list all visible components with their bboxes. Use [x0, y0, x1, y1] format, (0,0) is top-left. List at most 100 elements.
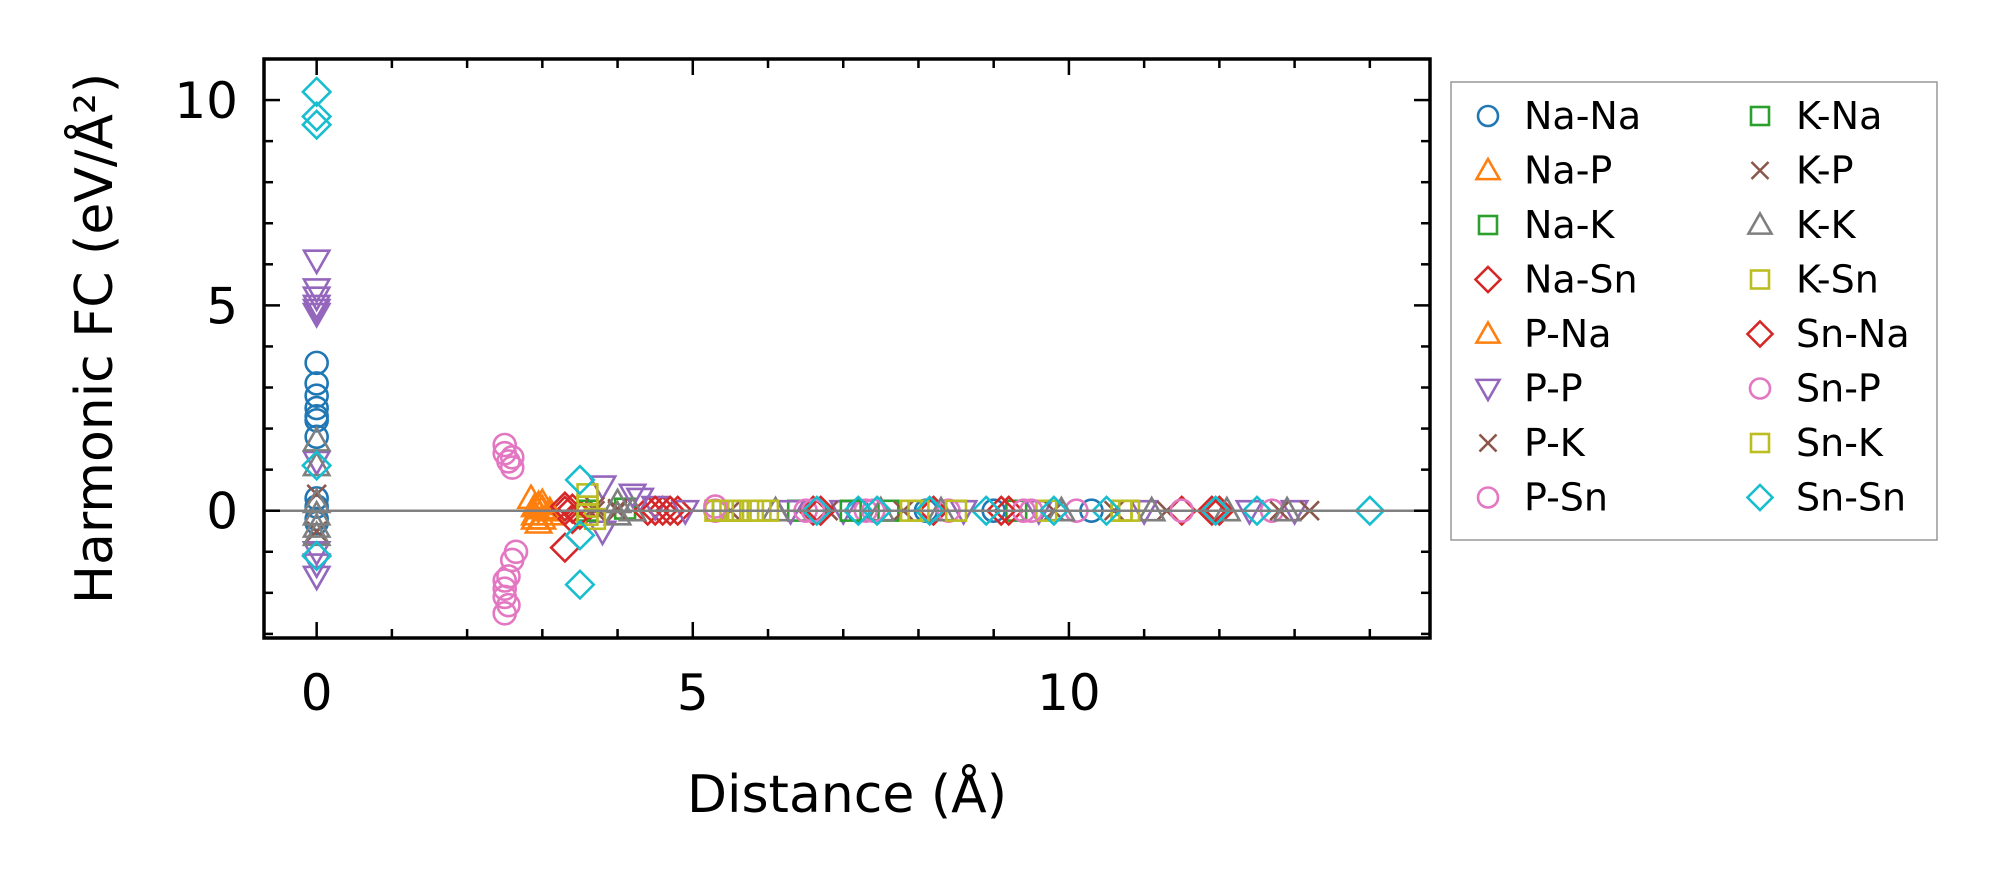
point-na-na-5: [304, 408, 329, 433]
legend-marker-sn-p: [1748, 377, 1772, 400]
legend-label-na-k: Na-K: [1524, 203, 1615, 247]
legend-marker-sn-na: [1745, 319, 1775, 349]
point-sn-na-6: [1196, 495, 1228, 527]
point-sn-sn-11: [914, 495, 946, 527]
point-sn-sn-7: [564, 569, 596, 601]
point-sn-sn-1: [301, 100, 333, 133]
legend-marker-na-p: [1474, 156, 1502, 181]
legend-label-sn-p: Sn-P: [1796, 367, 1881, 411]
legend-marker-k-na: [1749, 105, 1771, 127]
point-sn-p-0: [499, 445, 525, 470]
point-sn-sn-5: [564, 464, 596, 496]
y-tick-label: 0: [206, 483, 238, 541]
plot-area-frame: [262, 57, 1432, 640]
legend-label-k-k: K-K: [1796, 203, 1857, 247]
point-sn-sn-0: [301, 76, 333, 108]
point-sn-sn-17: [1354, 495, 1386, 527]
legend-label-na-p: Na-P: [1524, 149, 1612, 193]
legend-marker-p-k: [1478, 433, 1498, 453]
x-axis-title: Distance (Å): [687, 763, 1007, 825]
legend-marker-p-na: [1474, 319, 1502, 344]
y-tick-label: 10: [174, 72, 238, 130]
x-tick-label: 5: [677, 664, 709, 722]
point-sn-sn-12: [970, 495, 1002, 527]
point-k-k-1: [301, 450, 332, 477]
point-sn-sn-2: [301, 109, 333, 141]
legend-label-k-p: K-P: [1796, 149, 1854, 193]
point-sn-sn-6: [564, 519, 596, 551]
point-p-p-0: [301, 249, 332, 276]
point-p-p-9: [301, 565, 332, 592]
point-sn-sn-14: [1090, 495, 1123, 527]
point-p-sn-2: [496, 449, 521, 474]
point-na-sn-8: [917, 495, 950, 527]
legend-marker-k-sn: [1749, 269, 1771, 290]
point-na-na-0: [304, 350, 329, 376]
point-p-sn-10: [503, 539, 529, 565]
point-na-na-1: [304, 371, 329, 396]
legend-marker-na-sn: [1473, 265, 1503, 294]
point-k-k-6: [602, 487, 633, 514]
legend-label-p-k: P-K: [1524, 421, 1586, 465]
point-sn-sn-3: [301, 449, 333, 482]
point-sn-sn-10: [861, 495, 893, 527]
point-k-k-13: [1136, 495, 1167, 522]
legend-label-p-p: P-P: [1524, 367, 1583, 411]
point-na-sn-1: [549, 532, 581, 564]
point-p-p-12: [617, 483, 648, 510]
y-axis-title: Harmonic FC (eV/Å²): [63, 73, 125, 604]
point-sn-sn-16: [1241, 495, 1273, 527]
point-k-k-4: [301, 511, 332, 538]
tick-labels: 0 5 10 0 5 10: [174, 72, 1100, 722]
point-na-na-2: [304, 383, 329, 409]
point-p-sn-5: [492, 576, 518, 602]
point-p-sn-3: [499, 455, 525, 480]
x-tick-label: 10: [1037, 664, 1101, 722]
legend-marker-sn-k: [1749, 432, 1771, 454]
point-sn-p-1: [492, 568, 518, 593]
point-sn-na-4: [805, 495, 837, 527]
point-k-k-8: [617, 495, 648, 522]
point-sn-na-2: [639, 495, 671, 527]
point-p-na-2: [534, 495, 565, 522]
point-p-p-4: [301, 298, 332, 325]
point-na-sn-9: [993, 495, 1025, 527]
point-sn-p-2: [703, 494, 728, 519]
legend-label-p-na: P-Na: [1524, 312, 1612, 356]
point-k-k-14: [1212, 495, 1242, 522]
point-na-sn-11: [1203, 495, 1235, 527]
x-tick-label: 0: [301, 664, 333, 722]
legend-label-na-sn: Na-Sn: [1524, 258, 1638, 302]
legend-label-p-sn: P-Sn: [1524, 476, 1608, 520]
point-p-p-3: [301, 294, 332, 321]
point-p-sn-8: [492, 601, 518, 626]
point-k-k-15: [1272, 495, 1302, 522]
point-sn-na-1: [556, 503, 589, 535]
point-p-sn-0: [492, 432, 518, 458]
point-p-p-22: [1279, 499, 1310, 526]
point-sn-sn-13: [1038, 495, 1070, 527]
point-p-p-11: [587, 520, 618, 547]
axis-ticks: [264, 59, 1430, 638]
legend-marker-sn-sn: [1745, 483, 1775, 512]
legend-label-k-sn: K-Sn: [1796, 258, 1879, 302]
point-na-na-3: [304, 395, 329, 421]
legend-marker-k-k: [1746, 210, 1774, 235]
point-p-p-1: [301, 278, 332, 305]
point-p-p-15: [670, 499, 701, 526]
point-sn-sn-15: [1200, 495, 1232, 527]
legend-label-sn-sn: Sn-Sn: [1796, 476, 1906, 520]
legend-label-k-na: K-Na: [1796, 94, 1882, 138]
point-sn-na-3: [654, 495, 686, 527]
point-na-sn-6: [662, 495, 694, 527]
legend: Na-Na Na-P Na-K Na-Sn P-Na P-P P-K P-Sn K-Na K-P K…: [1450, 81, 1938, 541]
point-k-k-5: [301, 520, 332, 547]
legend-marker-na-na: [1476, 104, 1500, 128]
legend-marker-p-sn: [1476, 486, 1500, 509]
legend-label-sn-na: Sn-Na: [1796, 312, 1910, 356]
point-sn-sn-8: [801, 495, 833, 527]
point-sn-na-5: [985, 495, 1017, 527]
legend-marker-na-k: [1477, 214, 1499, 236]
point-p-p-5: [301, 302, 332, 329]
